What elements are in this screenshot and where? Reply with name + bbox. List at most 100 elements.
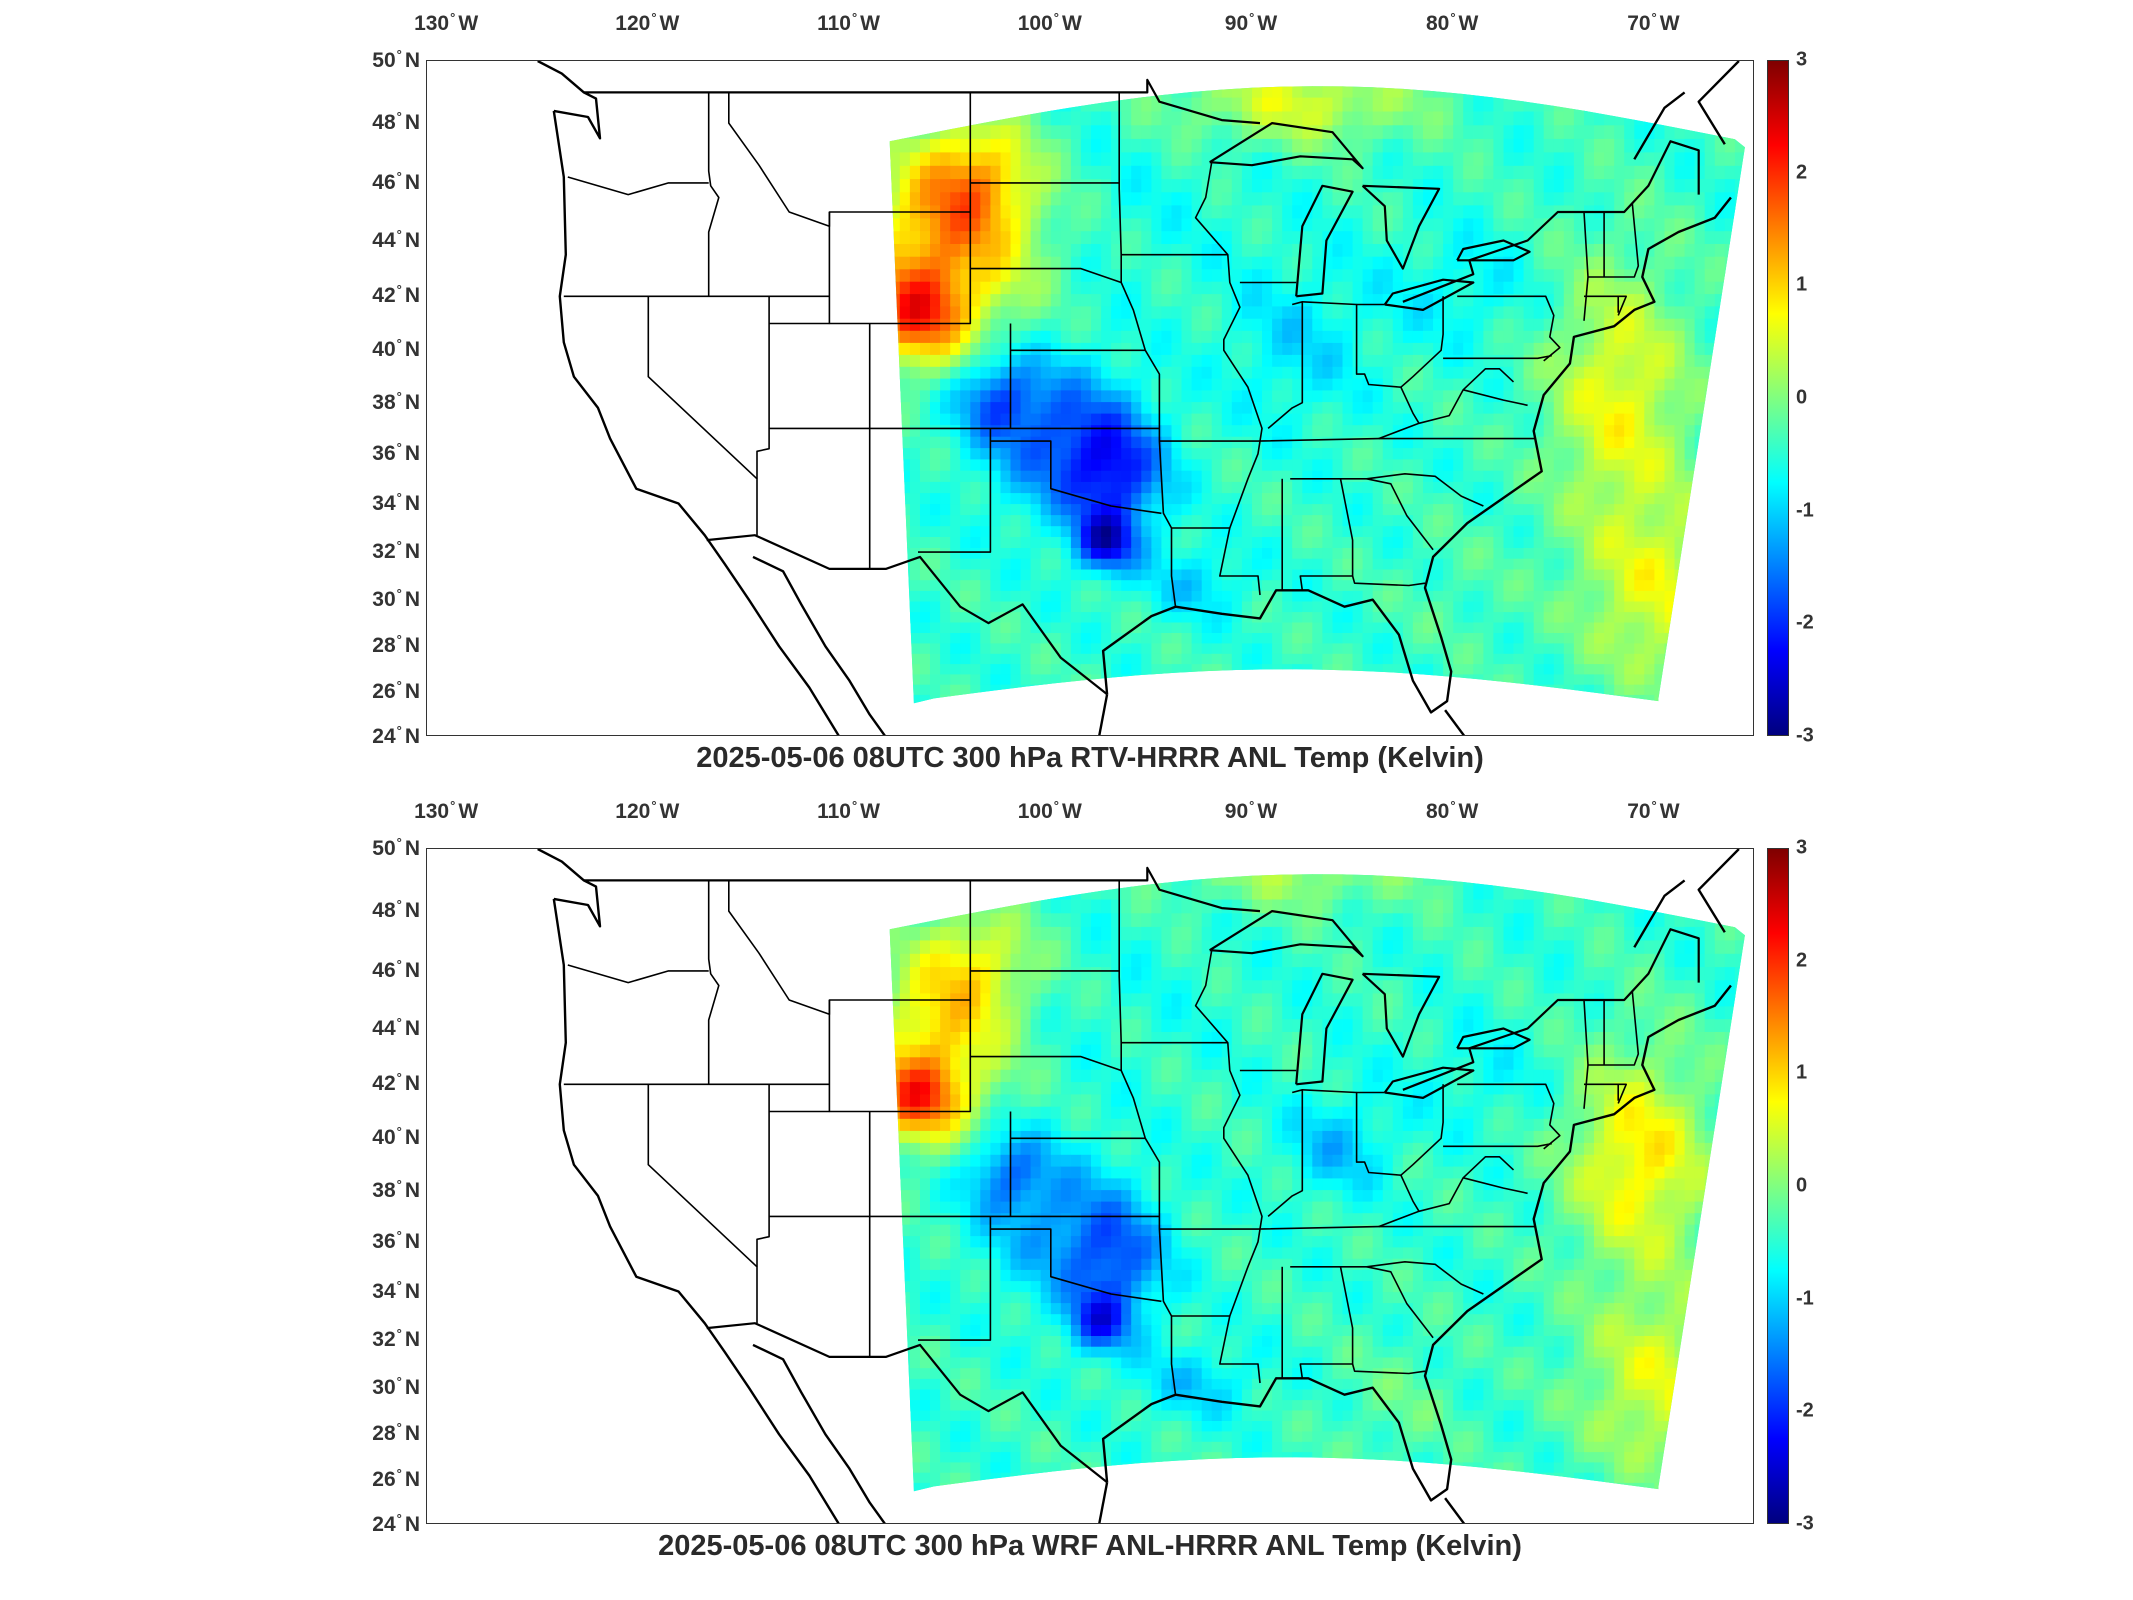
state-border xyxy=(970,267,1122,284)
latitude-tick-label: 32° N xyxy=(372,1326,420,1352)
state-border xyxy=(1118,880,1177,1395)
state-border xyxy=(828,92,972,325)
state-border xyxy=(1463,389,1528,407)
coastline xyxy=(552,898,840,1523)
coastline xyxy=(1697,849,1740,933)
national-border xyxy=(1402,928,1700,1091)
longitude-tick-label: 110° W xyxy=(817,10,880,35)
longitude-tick-label: 120° W xyxy=(615,10,680,35)
national-border xyxy=(706,1322,1108,1484)
state-border xyxy=(918,1216,992,1341)
longitude-tick-label: 130° W xyxy=(414,10,479,35)
geographic-outlines xyxy=(537,849,1740,1523)
map-panel-top: 130° W 120° W 110° W 100° W 90° W 80° W 70° W 50° N 48°… xyxy=(372,10,1814,774)
state-border xyxy=(1351,575,1426,587)
colorbar-tick-label: 0 xyxy=(1796,1174,1808,1197)
national-border xyxy=(1456,239,1531,262)
state-border xyxy=(1257,1225,1536,1230)
latitude-tick-label: 42° N xyxy=(372,1070,420,1096)
state-border xyxy=(1400,1084,1444,1176)
state-border xyxy=(1584,1083,1627,1104)
latitude-tick-label: 42° N xyxy=(372,282,420,308)
state-border xyxy=(1366,1266,1434,1339)
colorbar-tick-label: -3 xyxy=(1796,724,1814,747)
panel-title-top: 2025-05-06 08UTC 300 hPa RTV-HRRR ANL Te… xyxy=(696,742,1484,774)
colorbar-tick-label: 3 xyxy=(1796,836,1808,859)
map-svg-bottom xyxy=(537,849,1745,1523)
map-area-bottom xyxy=(426,848,1754,1524)
latitude-tick-label: 38° N xyxy=(372,388,420,414)
colorbar-tick-label: -2 xyxy=(1796,611,1814,634)
national-border xyxy=(1383,1066,1475,1099)
state-border xyxy=(1302,1089,1515,1213)
latitude-tick-label: 50° N xyxy=(372,47,420,72)
state-border xyxy=(567,964,709,984)
state-border xyxy=(707,92,720,297)
coastline xyxy=(1444,709,1466,735)
longitude-tick-label: 70° W xyxy=(1627,798,1680,823)
coastline xyxy=(1098,694,1109,735)
colorbar-tick-label: 1 xyxy=(1796,273,1808,296)
national-border xyxy=(1209,909,1364,958)
longitude-tick-label: 90° W xyxy=(1224,798,1278,823)
longitude-tick-label: 120° W xyxy=(615,798,680,823)
latitude-tick-label: 32° N xyxy=(372,538,420,564)
latitude-tick-label: 40° N xyxy=(372,1124,420,1150)
longitude-tick-label: 80° W xyxy=(1425,798,1479,823)
colorbar-tick-label: 2 xyxy=(1796,161,1808,184)
state-border xyxy=(1457,295,1561,362)
latitude-tick-label: 36° N xyxy=(372,439,420,465)
latitude-tick-label: 46° N xyxy=(372,956,420,982)
state-border xyxy=(990,1228,1162,1303)
coastline xyxy=(1444,1497,1466,1523)
geographic-outlines xyxy=(537,61,1740,735)
national-border xyxy=(1295,184,1354,298)
colorbar-top xyxy=(1767,60,1789,736)
state-border xyxy=(970,1055,1122,1072)
state-border xyxy=(1194,162,1263,596)
national-border xyxy=(1209,121,1364,170)
latitude-tick-label: 44° N xyxy=(372,226,420,252)
national-border xyxy=(583,866,1261,913)
latitude-tick-label: 28° N xyxy=(372,1420,420,1446)
coastline xyxy=(752,555,886,735)
colorbar-tick-label: 2 xyxy=(1796,949,1808,972)
colorbar-tick-label: -1 xyxy=(1796,499,1814,522)
state-border xyxy=(1463,1177,1528,1195)
state-border xyxy=(1378,422,1420,440)
latitude-tick-label: 24° N xyxy=(372,723,420,748)
state-border xyxy=(1302,301,1515,425)
colorbar-tick-label: 0 xyxy=(1796,386,1808,409)
coastline xyxy=(1101,984,1732,1502)
state-border xyxy=(1457,1083,1561,1150)
longitude-tick-label: 100° W xyxy=(1017,798,1082,823)
national-border xyxy=(706,534,1108,696)
state-border xyxy=(1290,472,1484,507)
coastline xyxy=(1697,61,1740,145)
latitude-tick-label: 26° N xyxy=(372,1466,420,1492)
state-border xyxy=(1267,1089,1304,1218)
national-border xyxy=(1456,1027,1531,1050)
state-border xyxy=(707,880,720,1085)
state-border xyxy=(918,428,992,553)
latitude-tick-label: 50° N xyxy=(372,835,420,860)
coastline xyxy=(552,110,840,735)
state-border xyxy=(1257,437,1536,442)
state-border xyxy=(1194,950,1263,1384)
panel-title-bottom: 2025-05-06 08UTC 300 hPa WRF ANL-HRRR AN… xyxy=(658,1530,1522,1562)
colorbar-tick-label: -3 xyxy=(1796,1512,1814,1535)
coastline xyxy=(1101,196,1732,714)
state-border xyxy=(1290,1260,1484,1295)
state-border xyxy=(647,1084,758,1324)
longitude-tick-label: 70° W xyxy=(1627,10,1680,35)
state-border xyxy=(1443,1142,1552,1148)
state-border xyxy=(1267,301,1304,430)
state-border xyxy=(1443,354,1552,360)
state-border xyxy=(567,176,709,196)
state-border xyxy=(1366,478,1434,551)
latitude-tick-label: 30° N xyxy=(372,1373,420,1399)
colorbar-tick-label: -2 xyxy=(1796,1399,1814,1422)
latitude-tick-label: 34° N xyxy=(372,489,420,515)
coastline xyxy=(537,849,602,928)
state-border xyxy=(1584,295,1627,316)
